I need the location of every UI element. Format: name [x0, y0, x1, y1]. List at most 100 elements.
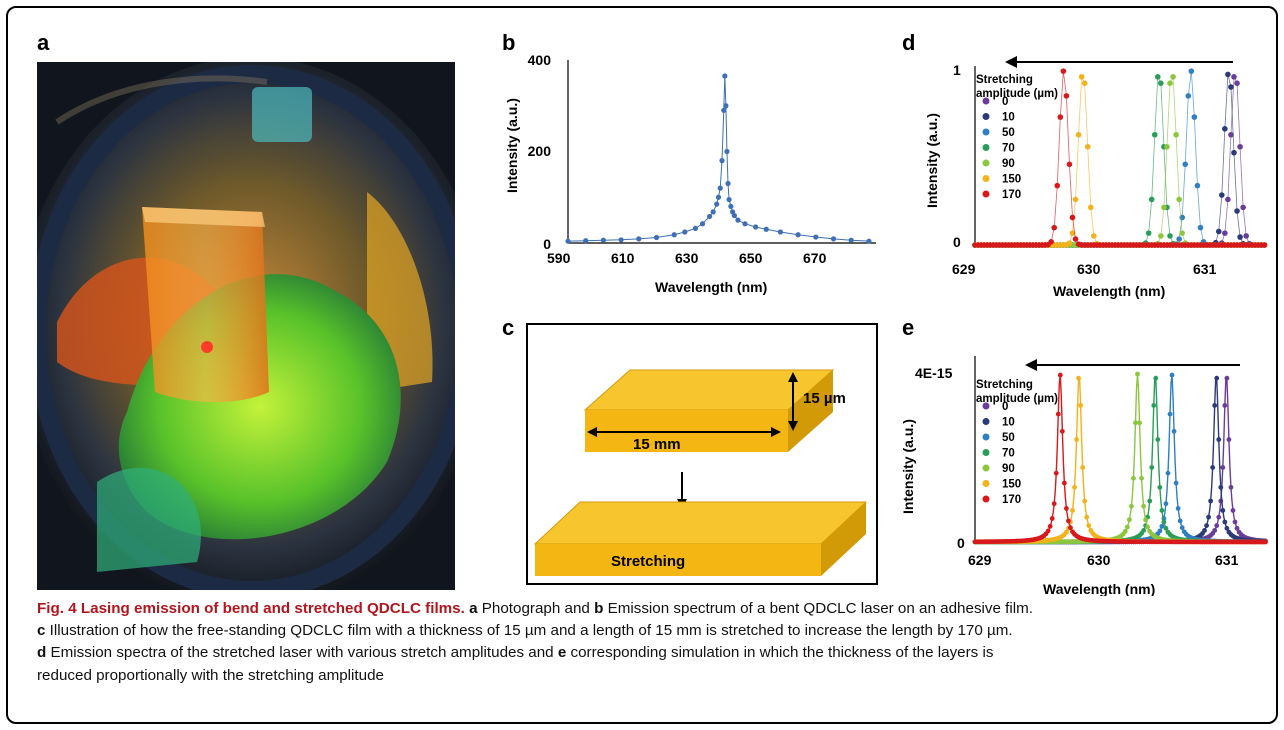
data-point [830, 236, 837, 242]
data-point [653, 234, 660, 241]
data-point [1222, 126, 1228, 132]
stretched-film-front-face [535, 544, 821, 576]
data-point [1151, 403, 1157, 408]
shift-arrow-head [1005, 56, 1017, 68]
panel-d-legend: Stretching amplitude (µm)0 10 50 70 90 150 170 [976, 74, 1058, 201]
data-point [1155, 74, 1161, 80]
data-point [1261, 242, 1268, 248]
y-tick-label: 200 [528, 143, 552, 159]
caption-line: Fig. 4 Lasing emission of bend and stret… [37, 598, 1267, 620]
x-tick-label: 610 [611, 250, 635, 266]
data-point [1045, 528, 1051, 534]
stretched-film-top-face [533, 501, 868, 545]
data-point [1069, 230, 1076, 236]
data-point [1188, 68, 1195, 74]
data-point [724, 148, 730, 155]
caption-text: Illustration of how the free-standing QD… [45, 622, 1013, 640]
legend-label: 90 [1002, 158, 1015, 170]
data-point [1072, 484, 1077, 490]
data-point [1231, 74, 1237, 80]
legend-marker [982, 190, 990, 198]
panel-d-data-series [972, 68, 1268, 248]
data-point [1153, 375, 1159, 381]
data-point [763, 226, 769, 232]
legend-label: 90 [1002, 463, 1015, 475]
data-point [1080, 465, 1086, 470]
data-point [1164, 143, 1170, 150]
data-point [583, 238, 589, 244]
data-point [1091, 233, 1097, 239]
y-tick-label: 400 [528, 52, 552, 68]
data-point [1063, 93, 1070, 99]
legend-label: 10 [1002, 112, 1015, 124]
panel-b-data-series [565, 73, 872, 244]
caption-text: corresponding simulation in which the th… [566, 644, 994, 662]
data-point [1148, 196, 1155, 203]
data-point [699, 221, 706, 227]
figure-frame [6, 6, 1278, 724]
series-line [567, 75, 869, 242]
data-point [1145, 230, 1152, 236]
data-point [1147, 498, 1153, 504]
caption-text: Photograph and [477, 600, 595, 617]
data-point [714, 201, 720, 207]
panel-e-chart: Wavelength (nm) Intensity (a.u.) 629 630… [900, 356, 1268, 596]
thickness-arrow-head [788, 421, 798, 431]
data-point [1084, 514, 1090, 520]
data-point [1069, 214, 1076, 221]
data-point [723, 103, 729, 109]
data-point [1141, 528, 1146, 533]
caption-panel-ref: e [557, 644, 567, 662]
x-axis-label: Wavelength (nm) [1053, 283, 1165, 299]
data-point [1173, 480, 1179, 486]
data-point [1175, 506, 1181, 511]
series-line [975, 76, 1265, 246]
data-point [1240, 204, 1246, 211]
legend-title: Stretching [976, 74, 1033, 86]
data-point [1074, 437, 1079, 442]
data-point [1194, 182, 1201, 189]
data-point [1131, 475, 1136, 481]
x-tick-label: 630 [675, 250, 699, 266]
y-tick-label: 0 [953, 234, 961, 250]
data-point [1159, 508, 1165, 513]
data-point [1225, 71, 1231, 78]
legend-marker [982, 128, 990, 136]
data-point [1157, 528, 1163, 534]
data-point [1212, 528, 1218, 533]
data-point [1219, 192, 1225, 198]
legend-label: 70 [1002, 448, 1015, 460]
data-point [1066, 518, 1071, 524]
data-point [1057, 114, 1064, 120]
legend-label: 10 [1002, 417, 1015, 429]
data-point [753, 224, 759, 230]
data-point [1176, 196, 1182, 203]
data-point [1225, 196, 1231, 203]
data-point [717, 185, 723, 191]
data-point [1075, 131, 1082, 138]
data-point [1158, 233, 1164, 239]
x-tick-label: 631 [1193, 261, 1217, 277]
x-tick-label: 631 [1215, 552, 1239, 568]
data-point [1155, 437, 1161, 442]
x-axis-label: Wavelength (nm) [1043, 581, 1155, 596]
data-point [1185, 93, 1192, 99]
series-line [975, 76, 1265, 246]
data-point [1078, 403, 1084, 408]
y-tick-label: 1 [953, 62, 961, 78]
panel-label-d: d [902, 30, 916, 55]
panel-c-diagram: 15 µm 15 mm Stretching [526, 323, 878, 585]
panel-a-photograph [37, 62, 455, 590]
data-point [1135, 371, 1140, 377]
legend-title: Stretching [976, 379, 1033, 391]
data-point [1064, 529, 1069, 535]
data-point [1158, 80, 1164, 86]
data-point [848, 237, 854, 243]
caption-text: Emission spectra of the stretched laser … [46, 644, 558, 662]
data-point [1167, 411, 1173, 417]
data-point [1145, 524, 1151, 530]
data-point [1047, 523, 1053, 529]
legend-label: 50 [1002, 127, 1015, 139]
length-label: 15 mm [633, 436, 681, 453]
x-tick-label: 590 [547, 250, 571, 266]
